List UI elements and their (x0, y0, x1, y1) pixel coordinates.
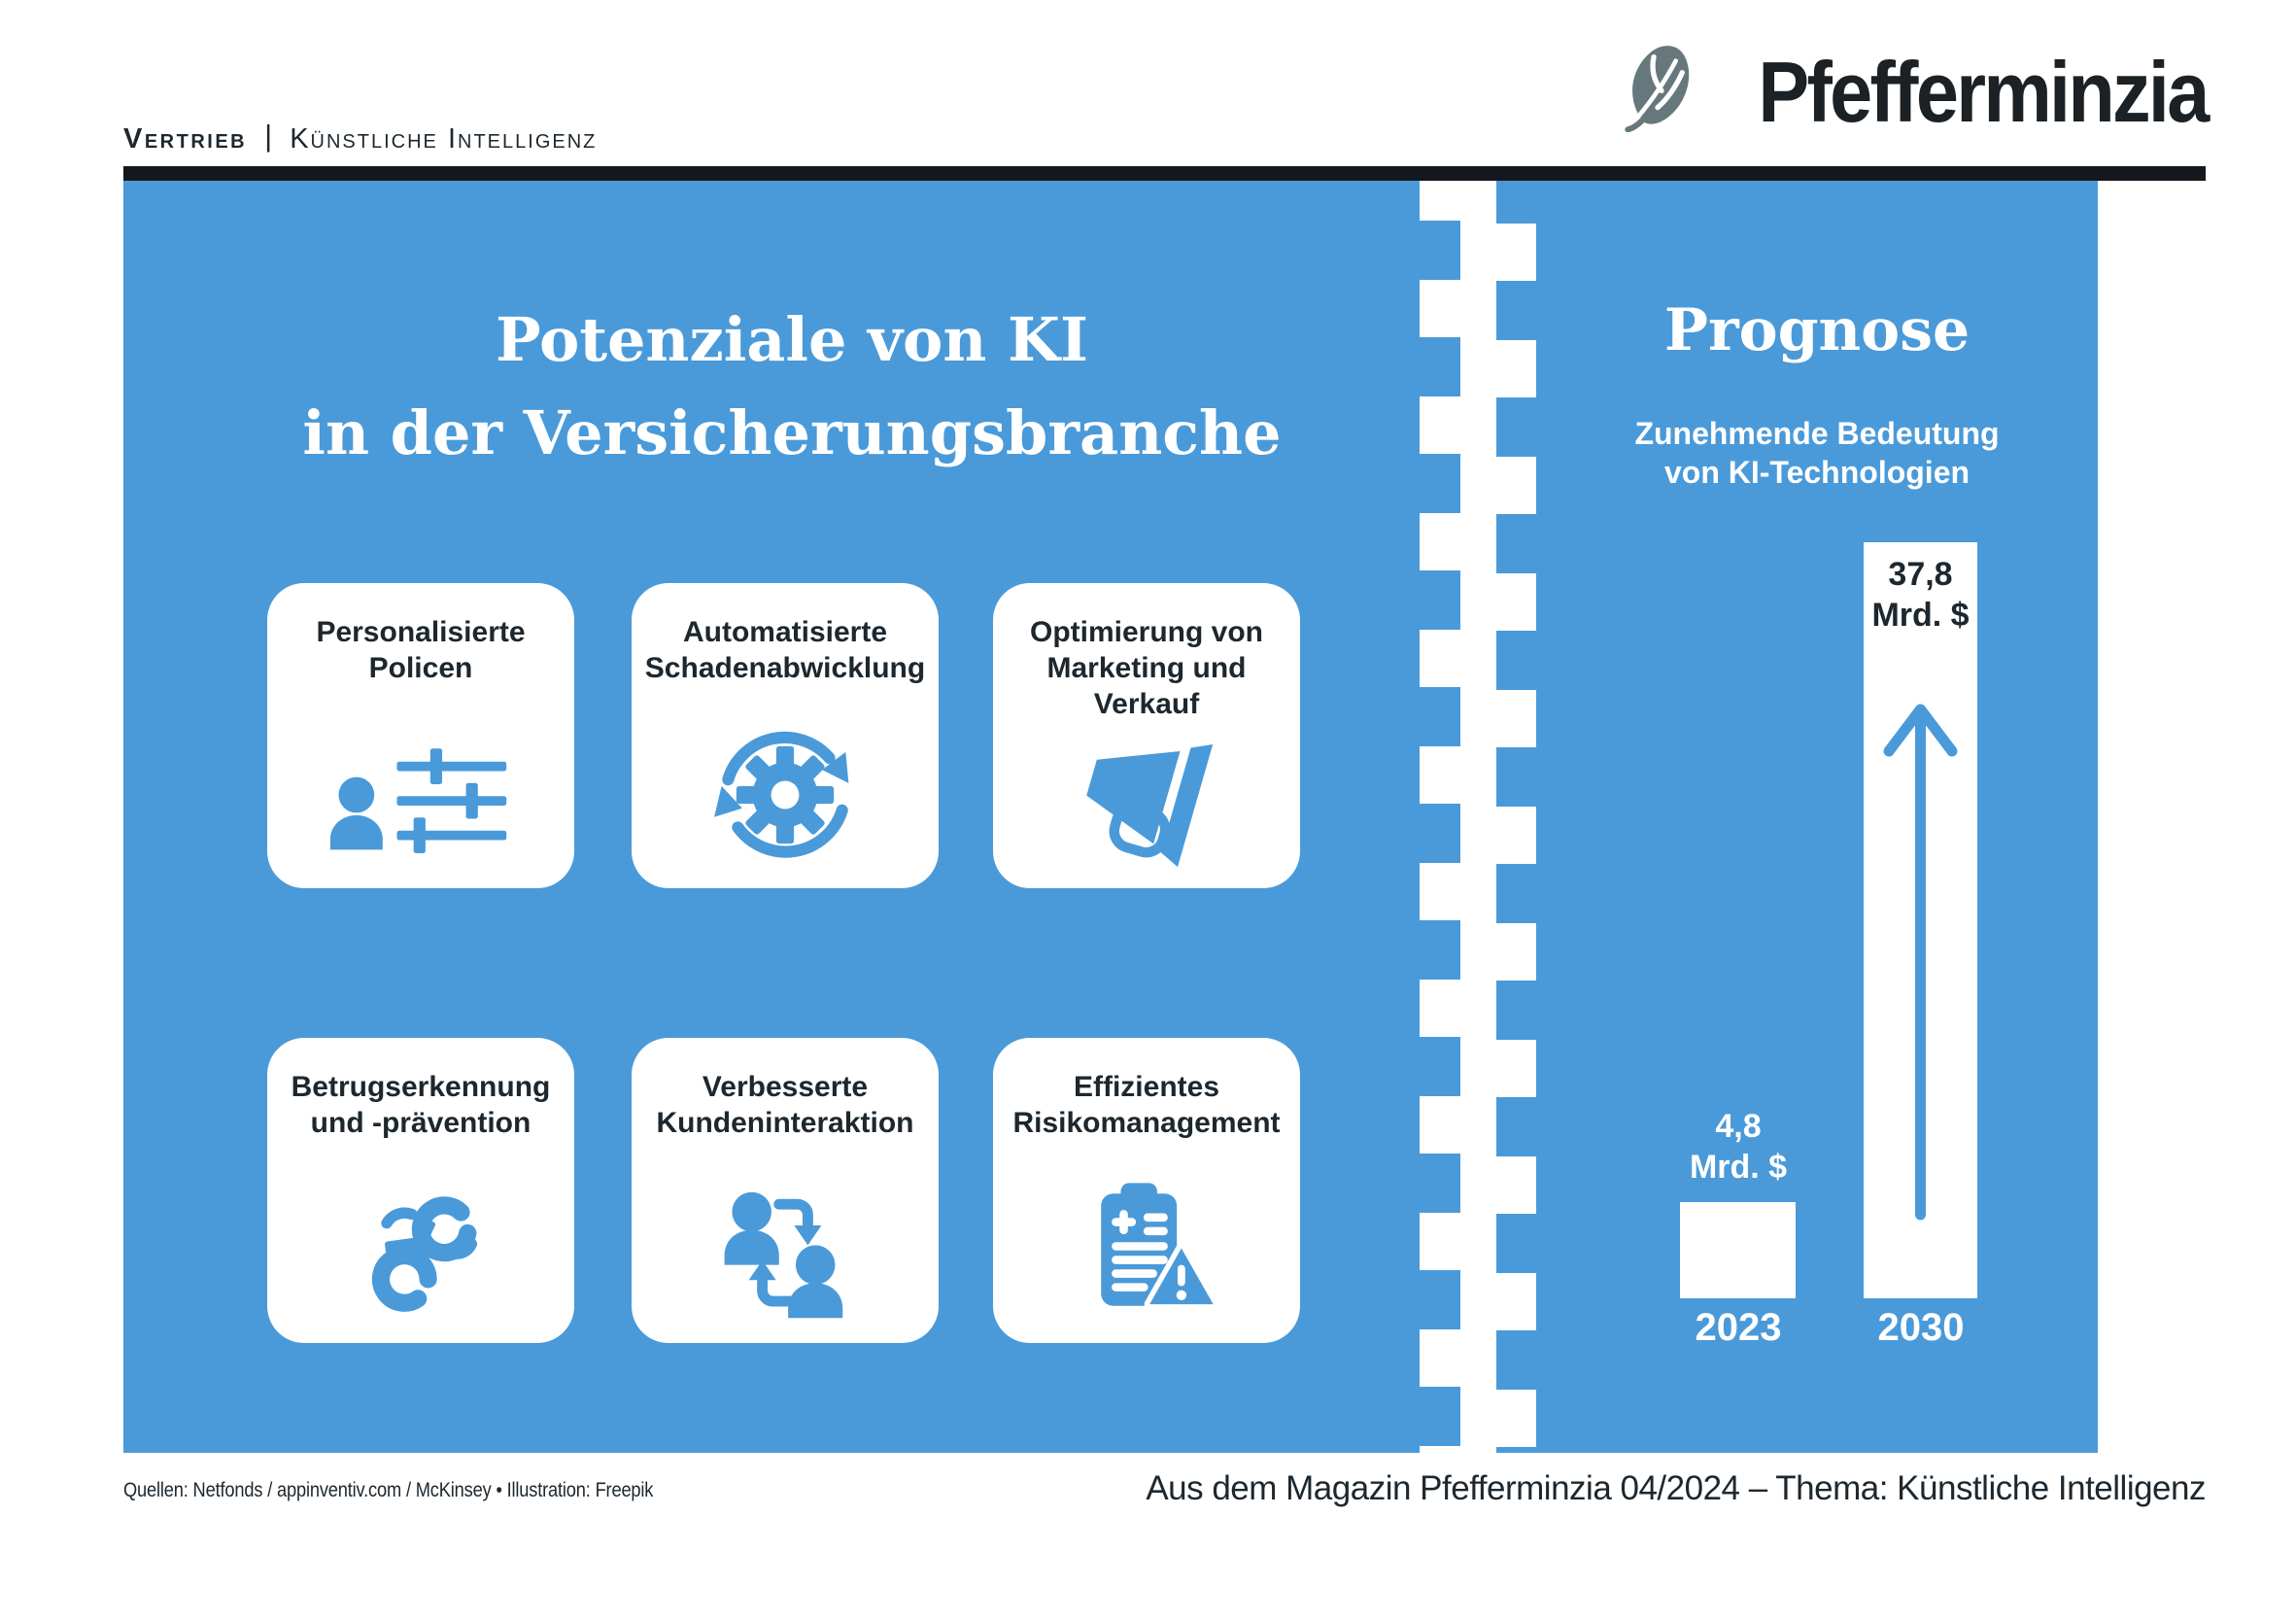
card-title-line: Optimierung von (1030, 616, 1263, 648)
card-title: Verbesserte Kundeninteraktion (641, 1069, 929, 1141)
clipboard-warning-icon (993, 1170, 1300, 1329)
megaphone-icon (993, 715, 1300, 875)
card-title-line: Personalisierte (316, 616, 526, 648)
bar-value-label-2030: 37,8 Mrd. $ (1864, 554, 1977, 636)
prognose-panel: Prognose Zunehmende Bedeutung von KI-Tec… (1536, 181, 2098, 1453)
gear-sync-arrows-icon (632, 715, 939, 875)
chart-subtitle: Zunehmende Bedeutung von KI-Technologien (1536, 414, 2098, 492)
feature-card-personalisierte-policen: Personalisierte Policen (267, 583, 574, 888)
breadcrumb: Vertrieb | Künstliche Intelligenz (123, 119, 598, 155)
brand-logo: Pfefferminzia (1621, 39, 2210, 141)
x-axis-label-2030: 2030 (1877, 1306, 1965, 1349)
page-title: Potenziale von KI in der Versicherungsbr… (123, 293, 1460, 480)
card-title-line: Marketing und Verkauf (1046, 652, 1247, 720)
brand-name: Pfefferminzia (1758, 44, 2210, 141)
page-title-line1: Potenziale von KI (496, 304, 1088, 375)
card-title: Personalisierte Policen (277, 614, 565, 686)
page-title-line2: in der Versicherungsbranche (302, 397, 1282, 468)
card-title: Automatisierte Schadenabwicklung (641, 614, 929, 686)
bar-2023 (1680, 1202, 1796, 1298)
person-sliders-icon (267, 715, 574, 875)
mint-leaf-icon (1625, 46, 1690, 132)
card-title: Effizientes Risikomanagement (1003, 1069, 1290, 1141)
card-title-line: Automatisierte (682, 616, 888, 648)
feature-card-betrugserkennung: Betrugserkennung und -prävention (267, 1038, 574, 1343)
sources-note: Quellen: Netfonds / appinventiv.com / Mc… (123, 1479, 654, 1501)
zipper-divider-left (1420, 181, 1460, 1453)
card-title: Betrugserkennung und -prävention (277, 1069, 565, 1141)
magazine-note: Aus dem Magazin Pfefferminzia 04/2024 – … (1146, 1469, 2206, 1507)
value-unit: Mrd. $ (1871, 597, 1970, 634)
bar-value-label-2023: 4,8 Mrd. $ (1651, 1106, 1826, 1188)
bar-2030: 37,8 Mrd. $ (1864, 542, 1977, 1298)
growth-arrow-icon (1883, 704, 1958, 1221)
card-title: Optimierung von Marketing und Verkauf (1003, 614, 1290, 722)
feature-card-schadenabwicklung: Automatisierte Schadenabwicklung (632, 583, 939, 888)
card-title-line: Verbesserte (702, 1071, 869, 1103)
x-axis-label-2023: 2023 (1695, 1306, 1782, 1349)
card-title-line: Risikomanagement (1012, 1107, 1281, 1139)
kicker-topic: Künstliche Intelligenz (290, 123, 598, 155)
chart-subtitle-line2: von KI-Technologien (1663, 455, 1970, 490)
card-title-line: Policen (368, 652, 473, 684)
chart-title: Prognose (1663, 296, 1970, 364)
handcuffs-icon (267, 1170, 574, 1329)
feature-card-marketing-verkauf: Optimierung von Marketing und Verkauf (993, 583, 1300, 888)
value-number: 37,8 (1888, 556, 1953, 593)
users-exchange-icon (632, 1170, 939, 1329)
value-number: 4,8 (1715, 1108, 1762, 1145)
card-title-line: Effizientes (1073, 1071, 1220, 1103)
feature-card-kundeninteraktion: Verbesserte Kundeninteraktion (632, 1038, 939, 1343)
card-title-line: Betrugserkennung (291, 1071, 551, 1103)
chart-subtitle-line1: Zunehmende Bedeutung (1634, 416, 2000, 451)
card-title-line: Kundeninteraktion (656, 1107, 914, 1139)
kicker-section: Vertrieb (123, 123, 248, 155)
zipper-divider-right (1496, 181, 1536, 1453)
card-title-line: Schadenabwicklung (644, 652, 926, 684)
card-title-line: und -prävention (310, 1107, 531, 1139)
feature-card-risikomanagement: Effizientes Risikomanagement (993, 1038, 1300, 1343)
value-unit: Mrd. $ (1689, 1149, 1788, 1186)
kicker-separator: | (264, 119, 273, 153)
header-rule (123, 166, 2206, 181)
